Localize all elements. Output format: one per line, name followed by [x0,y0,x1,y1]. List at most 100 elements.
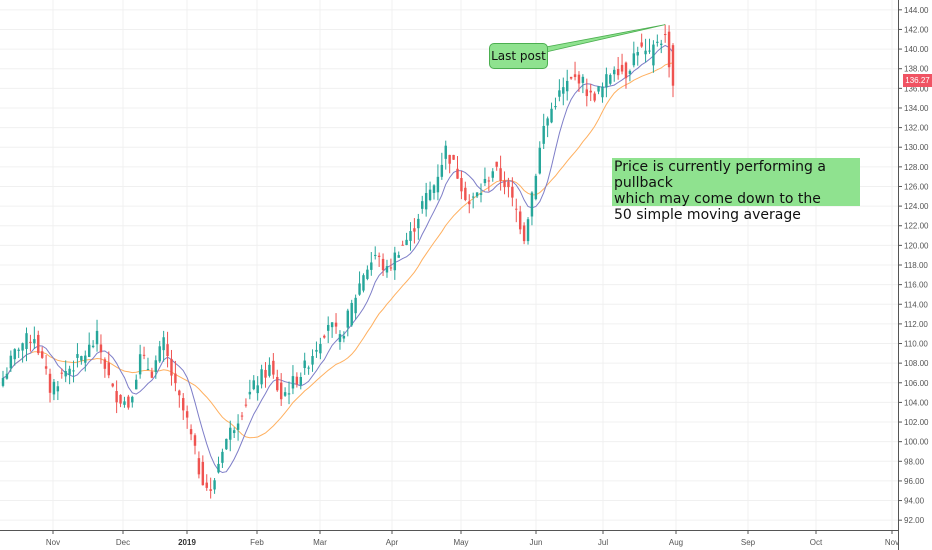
y-tick-label: 110.00 [904,340,928,349]
y-tick-label: 118.00 [904,261,928,270]
candle-body [240,415,244,417]
y-tick-label: 106.00 [904,379,929,388]
candle-body [217,463,220,473]
y-tick-label: 114.00 [904,300,928,309]
candle-body [142,354,146,356]
candle-body [346,310,350,328]
candle-body [178,390,181,396]
candle-body [209,489,212,491]
y-tick-label: 112.00 [904,320,928,329]
candle-body [5,373,9,379]
candle-body [565,80,569,92]
candle-body [613,69,616,75]
x-tick-label: Feb [250,538,264,547]
candle-body [660,43,663,45]
candle-body [417,218,420,229]
candle-body [358,283,361,295]
moving-average-long-line [2,62,674,439]
candle-body [72,370,75,372]
moving-average-short-line [2,44,674,474]
candle-body [448,154,451,164]
candle-body [503,180,506,188]
candle-body [515,208,518,210]
y-tick-label: 124.00 [904,202,929,211]
candle-body [338,334,342,342]
candle-body [87,344,91,357]
candle-body [91,345,95,348]
candle-body [268,364,271,376]
candle-body [60,372,63,374]
candle-body [127,396,130,408]
candle-body [499,168,502,181]
candle-body [381,258,385,271]
candle-body [13,349,16,360]
last-post-pointer [545,24,666,53]
candle-body [550,108,553,123]
candle-body [48,373,52,393]
candle-body [628,70,632,74]
x-tick-label: Sep [741,538,756,547]
y-tick-label: 142.00 [904,25,929,34]
y-tick-label: 132.00 [904,124,929,133]
y-tick-label: 120.00 [904,241,929,250]
candle-body [577,74,581,84]
candle-body [232,430,236,434]
candle-body [644,50,647,55]
candle-body [103,359,107,369]
candle-body [483,178,487,184]
candle-body [393,252,397,271]
candle-body [166,344,169,357]
candle-body [589,90,592,93]
candle-body [40,351,44,358]
candle-body [652,44,655,66]
candle-body [663,34,667,36]
candle-body [201,461,205,486]
candle-body [174,373,177,384]
candle-body [452,154,455,160]
candle-body [279,382,283,400]
y-tick-label: 126.00 [904,182,929,191]
candle-body [362,275,365,291]
y-tick-label: 134.00 [904,104,929,113]
candle-body [107,362,111,376]
candle-body [9,355,13,369]
candle-body [272,360,275,375]
x-tick-label: Mar [313,538,327,547]
candle-body [17,349,20,351]
candle-body [409,231,412,241]
candle-body [554,106,557,108]
candle-body [424,193,428,210]
candle-body [616,69,620,76]
candle-body [295,376,299,385]
candle-body [197,458,201,475]
candle-body [585,89,589,97]
y-tick-label: 140.00 [904,45,929,54]
candle-body [518,211,522,230]
candle-body [558,90,561,97]
candle-body [264,369,267,378]
candle-body [413,228,416,232]
y-tick-label: 108.00 [904,359,929,368]
candle-body [569,76,573,79]
candle-body [25,333,28,349]
candle-body [64,371,67,377]
y-tick-label: 128.00 [904,163,929,172]
candle-body [68,368,71,375]
candle-body [593,93,596,101]
candle-body [135,379,138,390]
candle-body [119,394,122,404]
candle-body [276,376,279,391]
candle-body [111,383,114,387]
candle-body [432,185,436,193]
x-tick-label: Aug [669,538,683,547]
y-tick-label: 102.00 [904,418,929,427]
candle-body [468,201,471,205]
candle-body [609,74,612,84]
x-tick-label: Dec [116,538,130,547]
y-tick-label: 122.00 [904,222,929,231]
candle-body [326,324,330,331]
candle-body [464,187,467,200]
candle-body [189,429,193,435]
candle-body [601,86,604,98]
